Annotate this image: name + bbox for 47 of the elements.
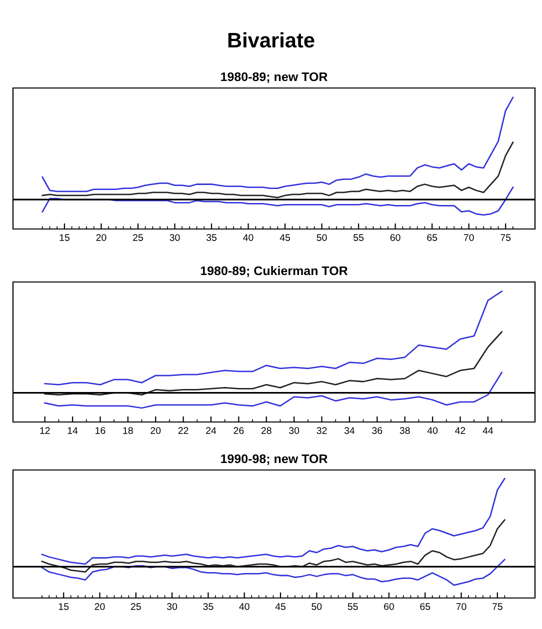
x-tick-label: 30	[289, 427, 300, 434]
chart-title: Bivariate	[228, 32, 314, 48]
x-tick-label: 20	[96, 234, 106, 241]
x-tick-label: 22	[178, 427, 188, 434]
x-tick-label: 34	[344, 427, 355, 434]
x-tick-label: 36	[372, 427, 382, 434]
x-tick-label: 30	[170, 234, 180, 241]
x-tick-label: 20	[150, 427, 161, 434]
x-tick-label: 16	[96, 427, 106, 434]
x-tick-label: 70	[456, 603, 466, 610]
chart-title: 1980-89; Cukierman TOR	[200, 266, 348, 277]
x-tick-label: 40	[239, 603, 250, 610]
x-tick-label: 25	[133, 234, 143, 241]
x-tick-label: 40	[243, 234, 254, 241]
x-tick-label: 42	[455, 427, 466, 434]
x-tick-label: 14	[68, 427, 78, 434]
x-tick-label: 38	[400, 427, 410, 434]
x-tick-label: 40	[427, 427, 438, 434]
x-tick-label: 75	[500, 234, 511, 241]
x-tick-label: 60	[390, 234, 400, 241]
x-tick-label: 35	[206, 234, 217, 241]
x-tick-label: 12	[40, 427, 50, 434]
x-tick-label: 15	[60, 234, 70, 241]
x-tick-label: 15	[58, 603, 69, 610]
x-tick-label: 44	[482, 427, 494, 434]
x-tick-label: 50	[312, 603, 322, 610]
x-tick-label: 45	[275, 603, 286, 610]
chart-subtitle: 1980-89; new TOR	[221, 72, 328, 83]
x-tick-label: 26	[234, 427, 244, 434]
x-tick-label: 25	[130, 603, 141, 610]
x-tick-label: 55	[348, 603, 358, 610]
x-tick-label: 65	[420, 603, 430, 610]
x-tick-label: 55	[354, 234, 364, 241]
x-tick-label: 24	[206, 427, 216, 434]
x-tick-label: 18	[123, 427, 133, 434]
x-tick-label: 28	[261, 427, 272, 434]
x-tick-label: 45	[280, 234, 290, 241]
chart-title: 1990-98; new TOR	[221, 454, 328, 465]
x-tick-label: 50	[316, 234, 327, 241]
x-tick-label: 70	[464, 234, 474, 241]
x-tick-label: 60	[384, 603, 394, 610]
x-tick-label: 20	[94, 603, 105, 610]
x-tick-label: 35	[203, 603, 214, 610]
x-tick-label: 75	[492, 603, 502, 610]
x-tick-label: 65	[427, 234, 438, 241]
x-tick-label: 32	[316, 427, 327, 434]
x-tick-label: 30	[167, 603, 178, 610]
